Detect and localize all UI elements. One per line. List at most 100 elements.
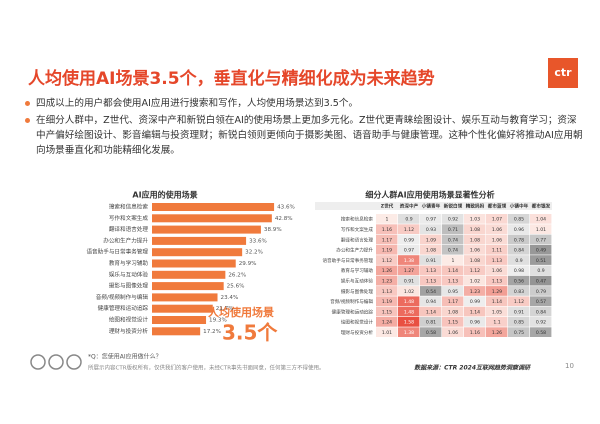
logo: ctr [548, 58, 578, 88]
cell-value: 0.51 [536, 258, 546, 264]
cell-value: 0.49 [536, 248, 546, 254]
heat-cell [508, 214, 530, 224]
category-label: 摄影与图像处理 [109, 282, 149, 290]
cell-value: 1.58 [404, 320, 414, 326]
footer-icons [30, 354, 82, 370]
row-label: 语音助手与日常事务管理 [322, 257, 373, 264]
heat-cell [376, 275, 398, 286]
column-header: 精致妈妈 [466, 203, 485, 210]
heat-cell [398, 244, 420, 255]
cell-value: 1.06 [448, 330, 458, 336]
bar [152, 259, 236, 268]
cell-value: 1.13 [426, 268, 436, 274]
heat-cell [398, 306, 420, 317]
cell-value: 0.81 [426, 320, 436, 326]
cell-value: 0.97 [426, 217, 436, 223]
heat-cell [530, 296, 552, 307]
heat-cell [420, 286, 442, 296]
heat-cell [376, 286, 398, 296]
heat-cell [464, 214, 486, 224]
heat-cell [464, 286, 486, 296]
category-label: 语音助手与日常事务管理 [86, 248, 148, 256]
cell-value: 0.58 [426, 330, 436, 336]
column-header: 新锐白领 [444, 203, 463, 210]
heat-cell [376, 306, 398, 317]
heat-cell [486, 244, 508, 255]
heat-cell [398, 286, 420, 296]
heat-cell [530, 317, 552, 327]
cell-value: 1.13 [426, 278, 436, 284]
heat-cell [420, 296, 442, 307]
cell-value: 1.08 [448, 309, 458, 315]
cell-value: 0.78 [514, 237, 524, 243]
category-label: 绘图和视觉设计 [109, 316, 149, 324]
value-label: 29.9% [239, 261, 257, 267]
cell-value: 0.9 [405, 217, 412, 223]
heat-cell [530, 214, 552, 224]
heat-cell [486, 306, 508, 317]
header-band [315, 202, 552, 210]
bar [152, 225, 261, 234]
source: 数据来源：CTR 2024互联网趋势洞察调研 [414, 364, 531, 372]
cell-value: 1.06 [470, 248, 480, 254]
heat-cell [420, 306, 442, 317]
heat-cell [508, 327, 530, 337]
row-label: 音频/视频制作与编辑 [330, 298, 373, 305]
heat-cell [398, 327, 420, 337]
heat-cell [464, 306, 486, 317]
cell-value: 1.05 [492, 309, 502, 315]
column-header: 都市蓝领 [487, 203, 507, 210]
heat-cell [508, 275, 530, 286]
heat-cell [442, 327, 464, 337]
heat-cell [508, 265, 530, 276]
cell-value: 1.38 [404, 330, 414, 336]
cell-value: 1.19 [382, 299, 392, 305]
heat-cell [442, 224, 464, 234]
heat-cell [530, 234, 552, 245]
cell-value: 1.08 [470, 258, 480, 264]
heat-cell [442, 296, 464, 307]
heat-cell [420, 275, 442, 286]
heat-cell [530, 265, 552, 276]
cell-value: 1.14 [448, 268, 458, 274]
heat-cell [376, 224, 398, 234]
category-label: 翻译和语言处理 [109, 225, 149, 233]
cell-value: 1.23 [382, 278, 392, 284]
heat-cell [486, 327, 508, 337]
cell-value: 0.77 [536, 237, 546, 243]
value-label: 26.2% [228, 272, 246, 278]
cell-value: 1.13 [492, 278, 502, 284]
annotation: 3.5个 [222, 321, 278, 345]
heat-cell [530, 327, 552, 337]
heat-cell [442, 214, 464, 224]
cell-value: 1.01 [536, 227, 546, 233]
heat-cell [464, 234, 486, 245]
heat-cell [420, 234, 442, 245]
heat-cell [376, 317, 398, 327]
heat-cell [530, 275, 552, 286]
value-label: 25.6% [227, 284, 245, 290]
cell-value: 1.19 [382, 248, 392, 254]
cell-value: 0.91 [426, 258, 436, 264]
value-label: 33.6% [249, 238, 267, 244]
heat-cell [420, 224, 442, 234]
category-label: 办公和生产力提升 [103, 236, 148, 244]
heat-cell [376, 244, 398, 255]
bar [152, 327, 201, 336]
heat-cell [420, 244, 442, 255]
heat-cell [420, 327, 442, 337]
heat-cell [530, 286, 552, 296]
heat-cell [508, 255, 530, 265]
cell-value: 0.71 [448, 227, 458, 233]
value-label: 38.9% [264, 227, 282, 233]
row-label: 写作和文案生成 [341, 226, 374, 233]
heat-cell [486, 214, 508, 224]
bullet-list: 四成以上的用户都会使用AI应用进行搜索和写作，人均使用场景达到3.5个。 在细分… [22, 96, 584, 160]
column-header: 小镇中年 [510, 203, 529, 210]
cell-value: 1.1 [493, 320, 500, 326]
slide-title: 人均使用AI场景3.5个，垂直化与精细化成为未来趋势 [28, 69, 435, 89]
cell-value: 0.9 [537, 268, 544, 274]
cell-value: 1.12 [404, 227, 414, 233]
cell-value: 1 [452, 258, 455, 264]
heat-cell [530, 255, 552, 265]
